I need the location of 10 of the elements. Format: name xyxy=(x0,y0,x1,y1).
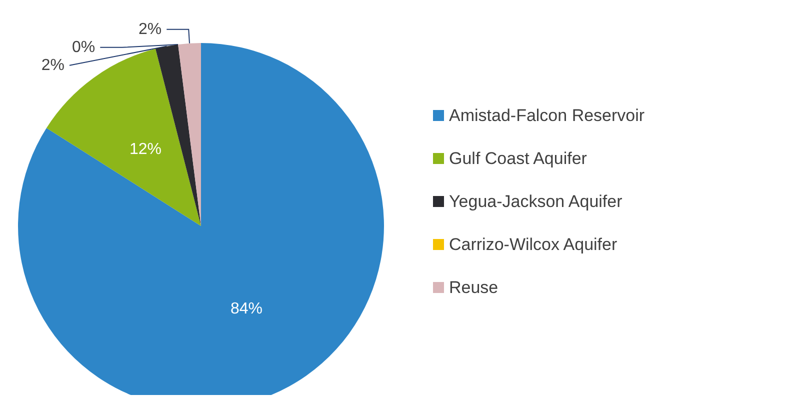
legend-label: Reuse xyxy=(449,278,498,297)
legend-label: Carrizo-Wilcox Aquifer xyxy=(449,235,618,254)
data-label: 84% xyxy=(230,300,263,318)
data-label: 12% xyxy=(129,141,162,158)
legend-label: Amistad-Falcon Reservoir xyxy=(449,106,645,125)
data-label: 2% xyxy=(138,20,162,38)
text: 0% xyxy=(72,38,96,56)
legend-label: Gulf Coast Aquifer xyxy=(449,149,588,168)
legend-label: Yegua-Jackson Aquifer xyxy=(449,192,623,211)
data-label: 2% xyxy=(41,56,64,74)
